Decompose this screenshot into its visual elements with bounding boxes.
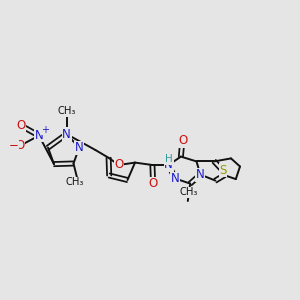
Text: N: N [62,128,71,141]
Text: CH₃: CH₃ [65,177,84,188]
Text: −: − [9,139,19,152]
Text: S: S [220,164,227,177]
Text: +: + [41,125,49,135]
Text: N: N [164,158,173,172]
Text: O: O [114,158,123,172]
Text: O: O [148,177,158,190]
Text: N: N [75,141,84,154]
Text: O: O [15,139,24,152]
Text: H: H [165,154,172,164]
Text: O: O [178,134,188,148]
Text: O: O [16,119,26,132]
Text: N: N [34,129,43,142]
Text: N: N [171,172,180,185]
Text: CH₃: CH₃ [180,187,198,197]
Text: N: N [196,168,205,181]
Text: CH₃: CH₃ [57,106,76,116]
